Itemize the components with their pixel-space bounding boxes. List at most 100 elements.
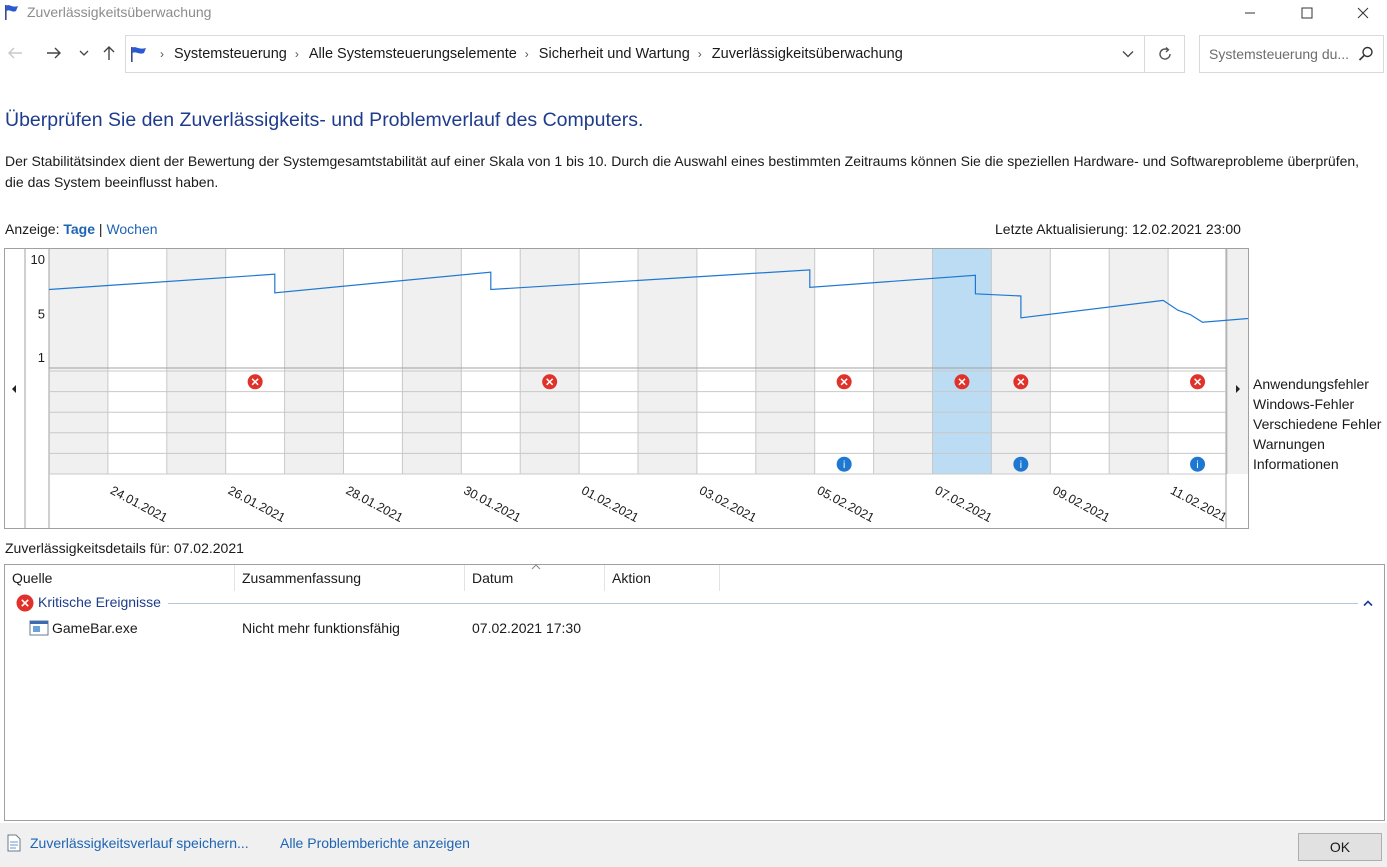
x-tick-label: 07.02.2021 (933, 483, 995, 525)
critical-event-mark (251, 378, 259, 386)
legend-misc-errors: Verschiedene Fehler (1253, 416, 1382, 432)
day-column (755, 249, 815, 474)
stability-index-line (48, 269, 1248, 323)
column-header-date[interactable]: Datum (465, 565, 605, 591)
day-column (1227, 249, 1248, 474)
breadcrumb-systemsteuerung[interactable]: Systemsteuerung (174, 46, 287, 62)
info-event-mark: i (1196, 460, 1199, 471)
minimize-button[interactable] (1227, 0, 1273, 26)
critical-event-mark (546, 378, 554, 386)
document-icon (7, 834, 21, 852)
column-header-summary[interactable]: Zusammenfassung (235, 565, 465, 591)
row-date: 07.02.2021 17:30 (472, 620, 581, 636)
reliability-chart[interactable]: 1051iiii24.01.202126.01.202128.01.202130… (4, 248, 1249, 529)
day-column (402, 249, 462, 474)
page-description: Der Stabilitätsindex dient der Bewertung… (5, 153, 1360, 190)
maximize-icon (1301, 7, 1313, 19)
column-header-source[interactable]: Quelle (5, 565, 235, 591)
breadcrumb-zuverlaessigkeit[interactable]: Zuverlässigkeitsüberwachung (711, 46, 903, 62)
chevron-right-icon[interactable]: › (524, 47, 529, 61)
scroll-left-icon[interactable] (8, 382, 20, 396)
day-column (107, 249, 167, 474)
back-button[interactable] (3, 40, 27, 66)
page-title: Überprüfen Sie den Zuverlässigkeits- und… (5, 109, 644, 131)
legend-application-errors: Anwendungsfehler (1253, 376, 1369, 392)
group-divider (168, 603, 1358, 604)
day-column (638, 249, 697, 474)
info-event-mark: i (1019, 460, 1022, 471)
x-tick-label: 26.01.2021 (226, 483, 288, 525)
x-tick-label: 11.02.2021 (1168, 483, 1229, 524)
view-weeks-link[interactable]: Wochen (106, 221, 158, 237)
info-event-mark: i (843, 460, 846, 471)
chevron-right-icon[interactable]: › (160, 47, 164, 61)
flag-icon (5, 5, 18, 20)
details-table: Quelle Zusammenfassung Datum Aktion Krit… (4, 564, 1385, 821)
day-column (49, 249, 108, 474)
window-title: Zuverlässigkeitsüberwachung (27, 4, 212, 20)
application-icon (29, 620, 49, 636)
title-bar: Zuverlässigkeitsüberwachung (0, 0, 1387, 26)
minimize-icon (1245, 12, 1255, 14)
chevron-right-icon[interactable]: › (697, 47, 702, 61)
column-header-action[interactable]: Aktion (605, 565, 720, 591)
chevron-up-icon[interactable] (1362, 598, 1374, 608)
address-dropdown-button[interactable] (1111, 36, 1145, 72)
view-label: Anzeige: (5, 221, 60, 237)
day-column (343, 249, 403, 474)
search-input[interactable] (1200, 36, 1350, 72)
arrow-up-icon (103, 46, 115, 60)
critical-event-mark (1017, 378, 1025, 386)
event-legend: Anwendungsfehler Windows-Fehler Verschie… (1253, 374, 1381, 474)
save-history-link[interactable]: Zuverlässigkeitsverlauf speichern... (30, 835, 249, 851)
search-icon[interactable] (1357, 45, 1375, 63)
close-icon (1357, 7, 1369, 19)
breadcrumb-alle-elemente[interactable]: Alle Systemsteuerungselemente (308, 46, 517, 62)
legend-warnings: Warnungen (1253, 436, 1325, 452)
day-column (166, 249, 226, 474)
chevron-down-icon (79, 50, 89, 56)
x-tick-label: 09.02.2021 (1050, 483, 1112, 525)
view-days-link[interactable]: Tage (63, 221, 96, 237)
info-event-icon (1190, 456, 1206, 472)
row-source: GameBar.exe (52, 620, 138, 636)
scroll-right-icon[interactable] (1232, 382, 1244, 396)
refresh-button[interactable] (1145, 35, 1185, 73)
x-tick-label: 24.01.2021 (108, 483, 170, 525)
table-row[interactable]: GameBar.exe Nicht mehr funktionsfähig 07… (5, 617, 1384, 641)
view-separator: | (98, 221, 103, 237)
breadcrumb-sicherheit-wartung[interactable]: Sicherheit und Wartung (538, 46, 690, 62)
flag-icon (131, 47, 146, 62)
day-column (696, 249, 756, 474)
arrow-right-icon (47, 47, 61, 59)
x-tick-label: 01.02.2021 (579, 483, 641, 525)
chevron-right-icon[interactable]: › (294, 47, 299, 61)
close-button[interactable] (1340, 0, 1386, 26)
y-tick-label: 5 (38, 306, 45, 321)
x-tick-label: 28.01.2021 (344, 483, 406, 525)
recent-locations-button[interactable] (72, 40, 96, 66)
legend-information: Informationen (1253, 456, 1339, 472)
group-critical-events[interactable]: Kritische Ereignisse (5, 591, 1384, 615)
search-box[interactable] (1199, 35, 1384, 73)
refresh-icon (1158, 46, 1171, 60)
all-reports-link[interactable]: Alle Problemberichte anzeigen (280, 835, 470, 851)
maximize-button[interactable] (1284, 0, 1330, 26)
info-event-icon (836, 456, 852, 472)
x-tick-label: 03.02.2021 (697, 483, 759, 525)
y-tick-label: 1 (38, 350, 45, 365)
error-icon (16, 594, 34, 612)
forward-button[interactable] (42, 40, 66, 66)
address-bar[interactable]: › Systemsteuerung › Alle Systemsteuerung… (125, 35, 1145, 73)
day-column (932, 249, 992, 474)
chevron-down-icon (1122, 51, 1134, 58)
reliability-chart-svg[interactable]: 1051iiii24.01.202126.01.202128.01.202130… (5, 249, 1248, 528)
group-label[interactable]: Kritische Ereignisse (38, 594, 161, 610)
up-button[interactable] (97, 40, 121, 66)
critical-event-mark (958, 378, 966, 386)
critical-event-mark (840, 378, 848, 386)
day-column (1168, 249, 1227, 474)
legend-windows-errors: Windows-Fehler (1253, 396, 1355, 412)
sort-up-icon (531, 564, 541, 570)
ok-button[interactable]: OK (1298, 833, 1382, 861)
